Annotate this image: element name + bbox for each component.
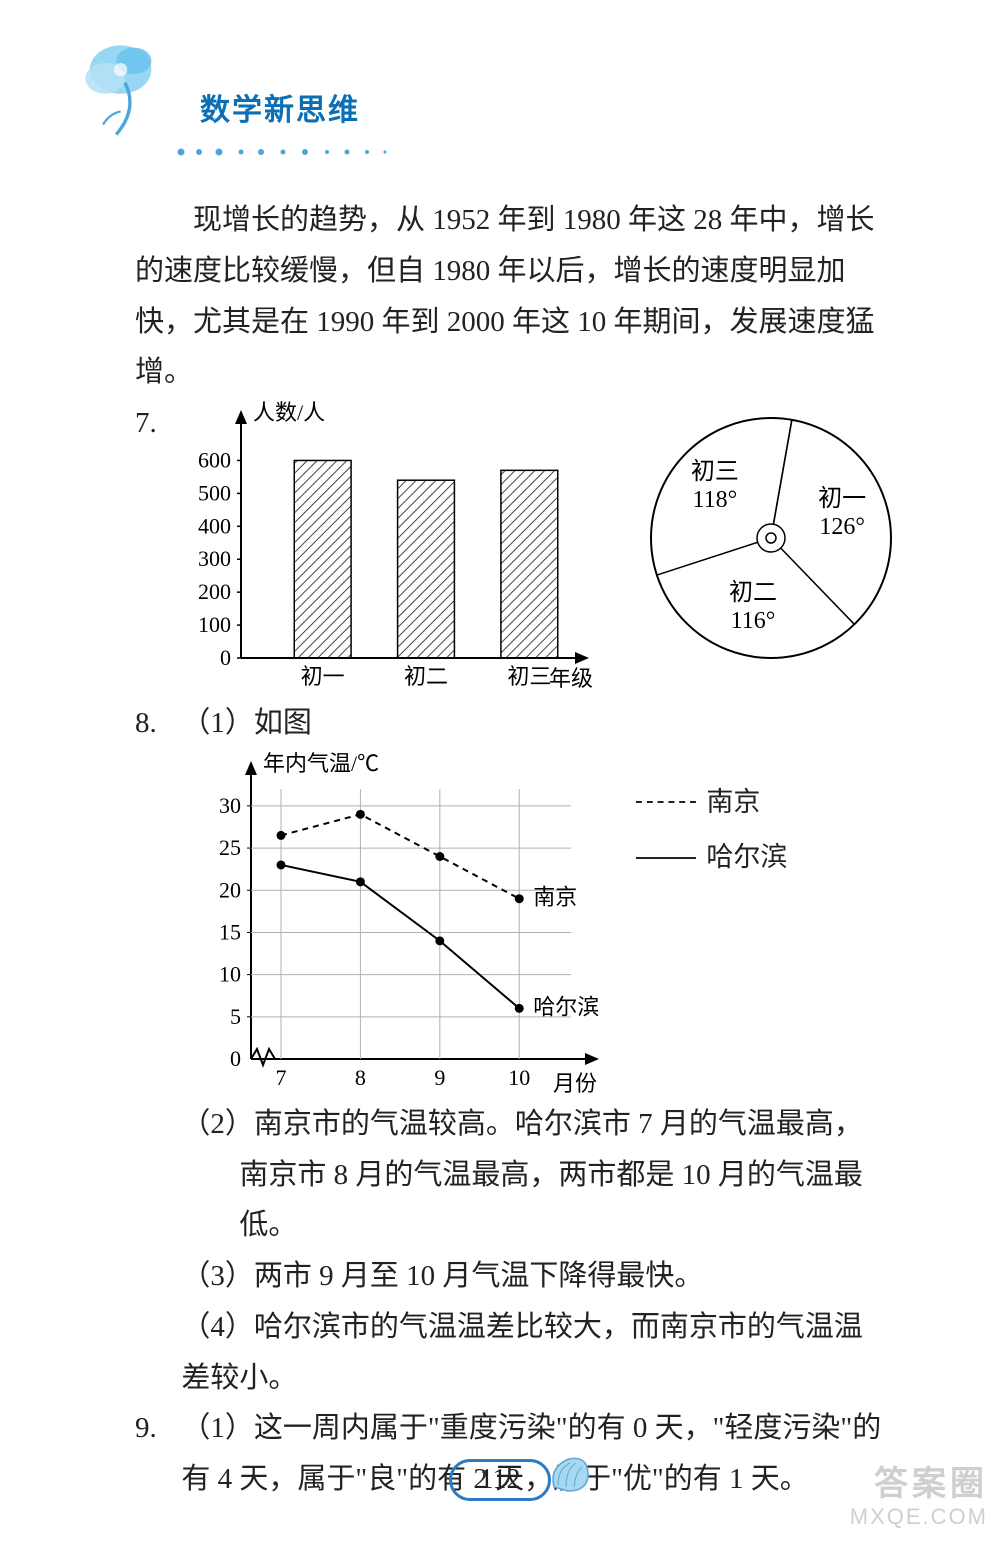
legend-nanjing-label: 南京 xyxy=(706,779,760,826)
watermark: 答案圈 MXQE.COM xyxy=(850,1465,988,1529)
question-number-9: 9. xyxy=(135,1403,181,1454)
legend-q8: 南京 哈尔滨 xyxy=(636,779,787,890)
svg-text:300: 300 xyxy=(198,546,231,571)
legend-nanjing: 南京 xyxy=(636,779,787,826)
svg-text:9: 9 xyxy=(435,1065,446,1090)
q8-part1-label: （1）如图 xyxy=(181,698,312,749)
legend-harbin-label: 哈尔滨 xyxy=(706,834,787,881)
svg-text:118°: 118° xyxy=(693,487,738,513)
q8-part3: （3）两市 9 月至 10 月气温下降得最快。 xyxy=(181,1251,890,1302)
pie-chart-q7: 初一126° 初二116° 初三118° xyxy=(631,398,911,678)
svg-text:126°: 126° xyxy=(820,514,866,540)
intro-paragraph: 现增长的趋势，从 1952 年到 1980 年这 28 年中，增长的速度比较缓慢… xyxy=(135,195,890,398)
svg-text:5: 5 xyxy=(230,1004,241,1029)
svg-text:初一: 初一 xyxy=(301,664,345,689)
x-axis-label-8: 月份 xyxy=(553,1071,597,1096)
svg-text:25: 25 xyxy=(219,835,241,860)
svg-text:20: 20 xyxy=(219,877,241,902)
question-8: 8. （1）如图 xyxy=(135,698,890,749)
watermark-line2: MXQE.COM xyxy=(850,1504,988,1529)
svg-text:初三: 初三 xyxy=(508,664,552,689)
page-number-capsule: 112 xyxy=(449,1459,552,1501)
legend-harbin: 哈尔滨 xyxy=(636,834,787,881)
svg-text:10: 10 xyxy=(509,1065,531,1090)
svg-text:南京: 南京 xyxy=(534,884,578,909)
question-number-7: 7. xyxy=(135,398,181,449)
svg-text:0: 0 xyxy=(230,1046,241,1071)
x-axis-label: 年级 xyxy=(549,666,593,691)
svg-text:100: 100 xyxy=(198,612,231,637)
q8-chart-wrap: 年内气温/℃ 月份 051015202530 78910 南京哈尔滨 南京 哈尔… xyxy=(181,749,890,1099)
svg-text:初三: 初三 xyxy=(691,458,739,485)
dotted-underline-icon xyxy=(175,145,395,160)
y-axis-label-8: 年内气温/℃ xyxy=(263,751,379,776)
svg-text:初二: 初二 xyxy=(729,579,777,606)
question-number-8: 8. xyxy=(135,698,181,749)
svg-text:200: 200 xyxy=(198,579,231,604)
question-7: 7. 人数/人 年级 0 100 200 300 400 500 600 初一 xyxy=(135,398,890,698)
page-header-decoration: 数学新思维 xyxy=(70,30,370,160)
line-chart-q8: 年内气温/℃ 月份 0 5 10 15 20 25 30 7 8 9 10 南京哈尔滨 xyxy=(181,749,611,1099)
page-content: 现增长的趋势，从 1952 年到 1980 年这 28 年中，增长的速度比较缓慢… xyxy=(135,195,890,1505)
flower-icon xyxy=(70,30,180,140)
q8-part4: （4）哈尔滨市的气温温差比较大，而南京市的气温温差较小。 xyxy=(181,1302,890,1404)
svg-text:30: 30 xyxy=(219,793,241,818)
svg-text:15: 15 xyxy=(219,919,241,944)
svg-text:哈尔滨: 哈尔滨 xyxy=(534,994,600,1019)
page-number: 112 xyxy=(480,1464,521,1495)
svg-text:0: 0 xyxy=(220,645,231,670)
svg-text:初二: 初二 xyxy=(404,664,448,689)
svg-text:7: 7 xyxy=(276,1065,287,1090)
dashed-line-icon xyxy=(636,801,696,803)
watermark-line1: 答案圈 xyxy=(850,1465,988,1504)
bar-chart-q7: 人数/人 年级 0 100 200 300 400 500 600 初一 初二 初三 xyxy=(181,398,611,698)
svg-text:初一: 初一 xyxy=(819,485,867,512)
svg-text:116°: 116° xyxy=(731,608,776,634)
svg-text:8: 8 xyxy=(355,1065,366,1090)
solid-line-icon xyxy=(636,857,696,859)
svg-text:10: 10 xyxy=(219,961,241,986)
svg-text:500: 500 xyxy=(198,480,231,505)
book-title: 数学新思维 xyxy=(200,85,360,129)
q8-part2: （2）南京市的气温较高。哈尔滨市 7 月的气温最高，南京市 8 月的气温最高，两… xyxy=(181,1099,890,1251)
svg-text:600: 600 xyxy=(198,447,231,472)
shell-icon xyxy=(544,1447,594,1497)
svg-text:400: 400 xyxy=(198,513,231,538)
y-axis-label: 人数/人 xyxy=(253,400,325,425)
